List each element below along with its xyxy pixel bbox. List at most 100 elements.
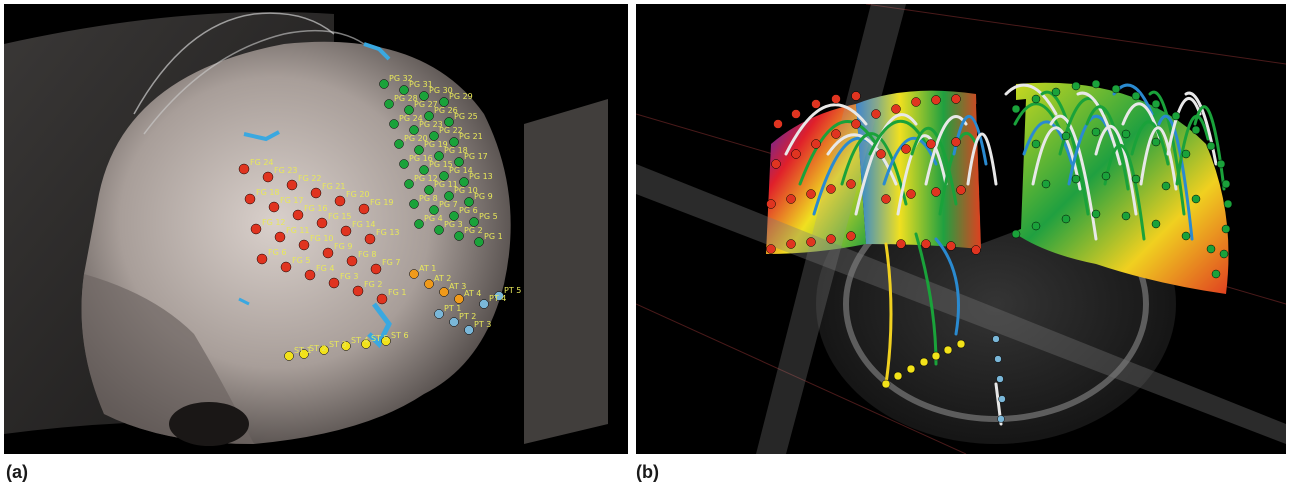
electrode-label: PT 5 bbox=[504, 286, 521, 295]
green-electrode bbox=[1216, 159, 1226, 169]
blue-electrode bbox=[992, 335, 1000, 343]
red-electrode bbox=[364, 233, 376, 245]
green-electrode bbox=[454, 157, 464, 167]
red-electrode bbox=[831, 129, 841, 139]
red-electrode bbox=[256, 253, 268, 265]
green-electrode bbox=[449, 137, 459, 147]
strip-electrode bbox=[449, 317, 459, 327]
electrode-label: FG 20 bbox=[346, 190, 370, 199]
blue-electrode bbox=[996, 375, 1004, 383]
green-electrode bbox=[1031, 221, 1041, 231]
red-electrode bbox=[773, 119, 783, 129]
connectivity-tube bbox=[1130, 120, 1170, 166]
electrode-label: PG 2 bbox=[464, 226, 483, 235]
electrode-group bbox=[766, 79, 1233, 423]
red-electrode bbox=[358, 203, 370, 215]
blue-electrode bbox=[994, 355, 1002, 363]
green-electrode bbox=[459, 177, 469, 187]
green-electrode bbox=[1041, 179, 1051, 189]
electrode-label: PG 24 bbox=[399, 114, 423, 123]
red-electrode bbox=[851, 91, 861, 101]
electrode-label: PG 10 bbox=[454, 186, 478, 195]
electrode-label: FG 24 bbox=[250, 158, 274, 167]
green-electrode bbox=[409, 125, 419, 135]
bounding-box-line bbox=[636, 303, 967, 454]
green-electrode bbox=[1221, 224, 1231, 234]
connectivity-tube bbox=[840, 132, 908, 206]
yellow-electrode bbox=[881, 379, 891, 389]
electrode-label: FG 7 bbox=[382, 258, 400, 267]
red-electrode bbox=[346, 255, 358, 267]
electrode-label: PG 8 bbox=[419, 194, 438, 203]
red-electrode bbox=[322, 247, 334, 259]
green-electrode bbox=[1211, 269, 1221, 279]
eye-orbit bbox=[169, 402, 249, 446]
face-region bbox=[81, 274, 254, 444]
electrode-label: PG 31 bbox=[409, 80, 433, 89]
electrode-label: FG 2 bbox=[364, 280, 382, 289]
green-electrode bbox=[1223, 199, 1233, 209]
green-electrode bbox=[404, 179, 414, 189]
red-electrode bbox=[806, 237, 816, 247]
green-electrode bbox=[1151, 219, 1161, 229]
green-electrode bbox=[419, 91, 429, 101]
strip-electrode bbox=[424, 279, 434, 289]
electrode-label: FG 19 bbox=[370, 198, 394, 207]
electrode-label: AT 4 bbox=[464, 289, 481, 298]
electrode-label: PG 29 bbox=[449, 92, 473, 101]
green-electrode bbox=[1051, 87, 1061, 97]
green-electrode bbox=[1061, 214, 1071, 224]
red-electrode bbox=[791, 149, 801, 159]
electrode-label: FG 8 bbox=[358, 250, 376, 259]
red-electrode bbox=[811, 139, 821, 149]
green-electrode bbox=[414, 219, 424, 229]
green-electrode bbox=[424, 185, 434, 195]
electrode-label: ST 3 bbox=[329, 340, 347, 349]
electrode-label: FG 15 bbox=[328, 212, 352, 221]
strip-electrode bbox=[381, 336, 391, 346]
electrode-label: PG 23 bbox=[419, 120, 443, 129]
vessel-segment bbox=[243, 130, 280, 142]
red-electrode bbox=[786, 194, 796, 204]
red-electrode bbox=[334, 195, 346, 207]
green-electrode bbox=[1171, 111, 1181, 121]
electrode-label: ST 4 bbox=[351, 336, 369, 345]
connectivity-tube bbox=[1166, 96, 1202, 156]
green-electrode bbox=[409, 199, 419, 209]
skull-electrode-rendering: FG 24 FG 23 FG 22 FG 21 FG 20 FG 19 FG 18 FG 17… bbox=[4, 4, 628, 454]
red-electrode bbox=[262, 171, 274, 183]
red-electrode bbox=[328, 277, 340, 289]
blue-electrode bbox=[998, 395, 1006, 403]
electrode-label: PG 3 bbox=[444, 220, 463, 229]
vessel-segment bbox=[238, 297, 250, 306]
green-electrode bbox=[1061, 131, 1071, 141]
electrode-label: PG 19 bbox=[424, 140, 448, 149]
blue-electrode bbox=[997, 415, 1005, 423]
vessel-segment bbox=[363, 42, 391, 61]
electrode-label: ST 5 bbox=[371, 334, 389, 343]
green-electrode bbox=[449, 211, 459, 221]
red-electrode bbox=[946, 241, 956, 251]
red-electrode bbox=[244, 193, 256, 205]
green-electrode bbox=[1181, 231, 1191, 241]
electrode-label: FG 22 bbox=[298, 174, 322, 183]
red-electrode bbox=[881, 194, 891, 204]
electrode-label: PG 7 bbox=[439, 200, 458, 209]
yellow-electrode bbox=[906, 364, 916, 374]
green-electrode bbox=[1031, 94, 1041, 104]
wire-loop bbox=[143, 29, 365, 135]
strip-electrode bbox=[341, 341, 351, 351]
red-electrode bbox=[352, 285, 364, 297]
electrode-label: PG 18 bbox=[444, 146, 468, 155]
red-electrode bbox=[286, 179, 298, 191]
green-electrode bbox=[434, 151, 444, 161]
red-electrode bbox=[956, 185, 966, 195]
electrode-label: PG 15 bbox=[429, 160, 453, 169]
red-electrode bbox=[274, 231, 286, 243]
red-electrode bbox=[766, 244, 776, 254]
cortical-patch bbox=[856, 90, 981, 250]
green-electrode bbox=[454, 231, 464, 241]
connectivity-tube bbox=[798, 120, 878, 186]
